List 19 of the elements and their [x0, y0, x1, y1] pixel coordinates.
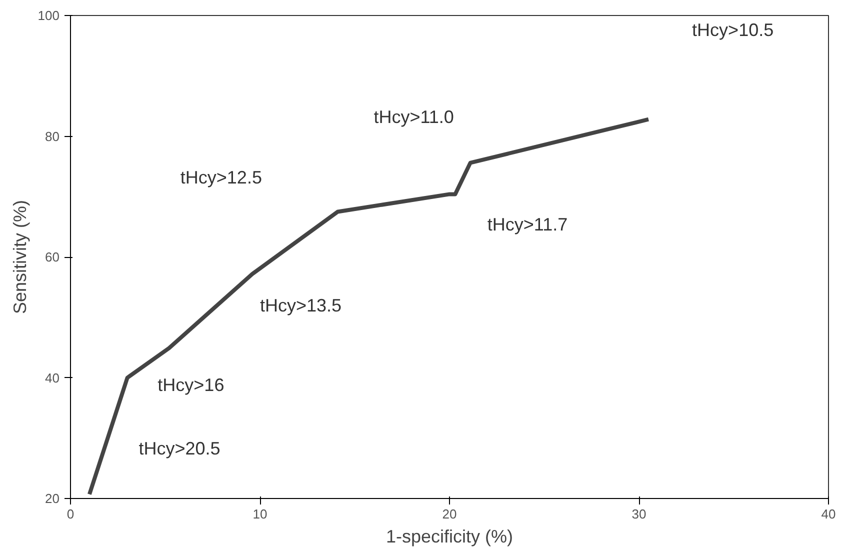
x-tick-label: 20	[442, 506, 457, 522]
y-tick-label: 60	[45, 250, 60, 264]
x-tick-label: 0	[66, 506, 74, 522]
annotation: tHcy>10.5	[692, 20, 774, 40]
x-tick-label: 10	[252, 506, 268, 522]
annotation: tHcy>11.7	[487, 214, 568, 235]
x-tick-label: 30	[632, 506, 646, 522]
y-tick-label: 100	[38, 8, 60, 23]
y-tick-label: 80	[45, 128, 60, 144]
x-tick-label: 40	[821, 506, 836, 522]
y-axis-title: Sensitivity (%)	[10, 200, 30, 314]
annotation: tHcy>12.5	[180, 167, 262, 188]
annotation: tHcy>11.0	[374, 106, 454, 127]
annotation: tHcy>16	[158, 374, 224, 395]
annotation: tHcy>13.5	[260, 295, 342, 316]
x-axis-title: 1-specificity (%)	[386, 526, 514, 546]
y-tick-label: 40	[45, 370, 60, 386]
y-tick-label: 20	[45, 491, 60, 506]
annotation: tHcy>20.5	[138, 438, 220, 458]
